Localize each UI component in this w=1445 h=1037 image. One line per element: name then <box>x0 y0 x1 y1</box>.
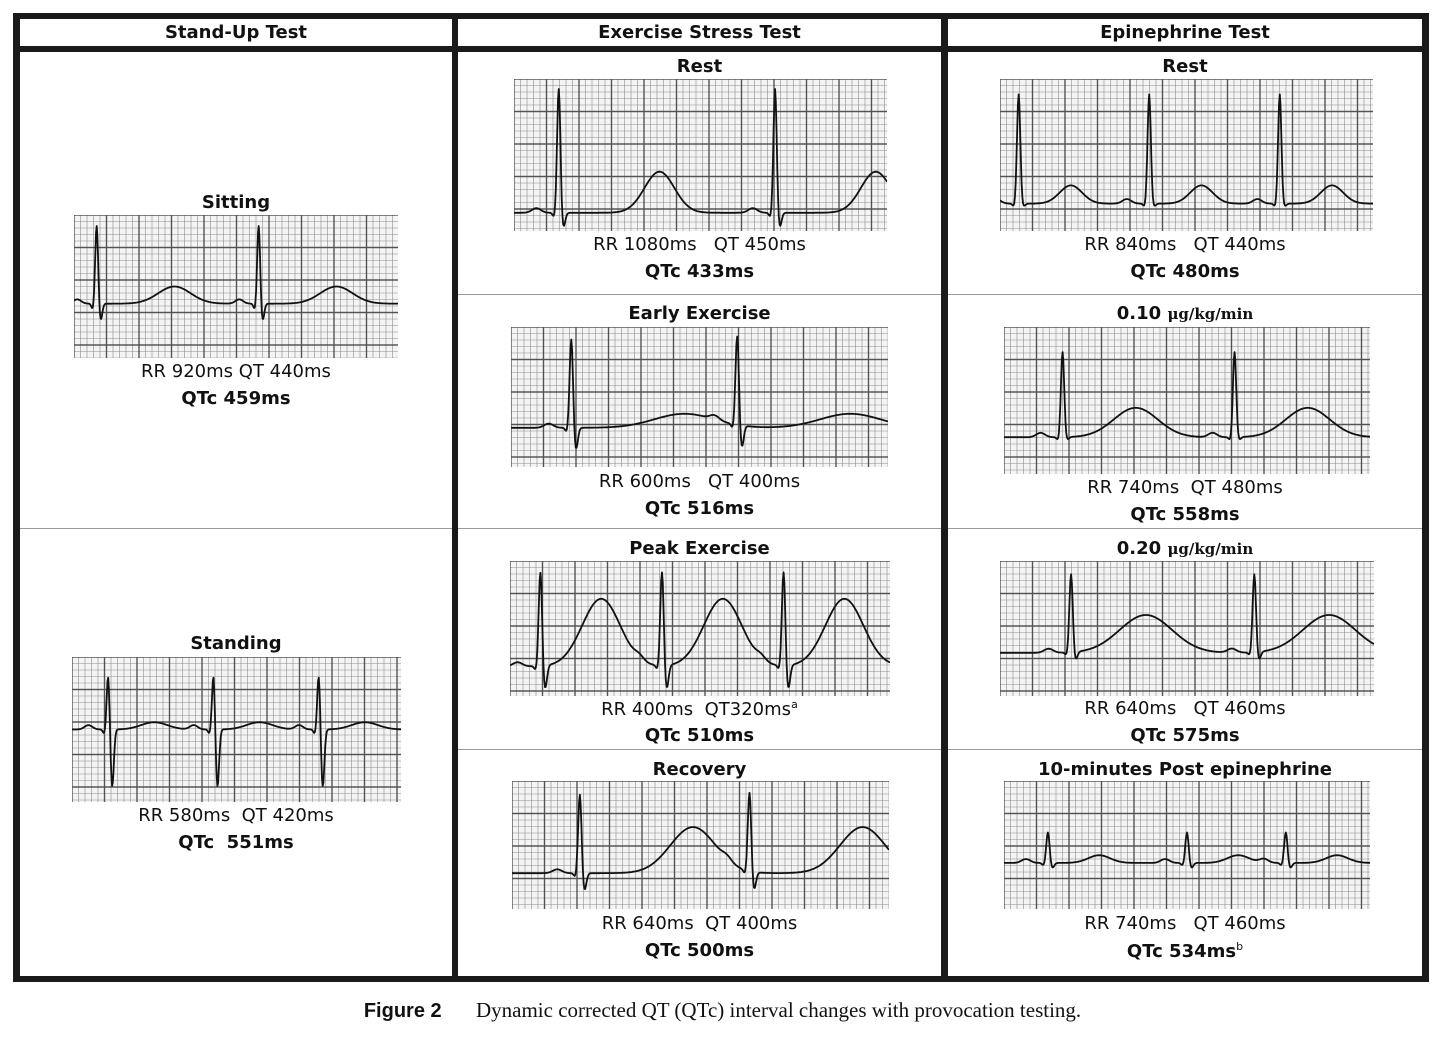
measurement-epinephrine-rest: RR 840ms QT 440ms <box>1084 234 1286 255</box>
measurement-dose-010: RR 740ms QT 480ms <box>1087 477 1283 498</box>
qtc-value-peak-exercise: QTc 510ms <box>644 725 755 746</box>
measurement-dose-020: RR 640ms QT 460ms <box>1084 698 1286 719</box>
measurement-post-epinephrine: RR 740ms QT 460ms <box>1084 913 1286 934</box>
ecg-strip-sitting <box>74 215 398 358</box>
figure-frame: Stand-Up Test Exercise Stress Test Epine… <box>13 13 1429 982</box>
qtc-value-standing: QTc 551ms <box>178 832 294 853</box>
ecg-trace <box>511 335 888 449</box>
ecg-trace <box>510 571 890 688</box>
dose-value: 0.20 <box>1116 538 1162 559</box>
panel-title-standing: Standing <box>190 633 282 654</box>
measurement-text: RR 400ms QT320ms <box>601 699 792 720</box>
ecg-strip-peak-exercise <box>510 561 890 696</box>
ecg-strip-standing <box>72 657 401 802</box>
dose-unit: μg/kg/min <box>1167 305 1254 323</box>
ecg-strip-dose-020 <box>1000 561 1374 696</box>
figure-label: Figure 2 <box>363 1000 442 1022</box>
column-header-label: Exercise Stress Test <box>598 22 801 43</box>
measurement-standing: RR 580ms QT 420ms <box>138 805 334 826</box>
epinephrine-column: Rest RR 840ms QT 440ms QTc 480ms 0.10 μg… <box>948 52 1422 976</box>
panel-title-post-epinephrine: 10-minutes Post epinephrine <box>1037 759 1333 780</box>
ecg-trace <box>1004 831 1370 869</box>
row-divider <box>458 294 941 295</box>
row-divider <box>458 749 941 750</box>
standup-column: Sitting RR 920ms QT 440ms QTc 459ms Stan… <box>20 52 452 976</box>
footnote-marker-a: a <box>791 698 798 711</box>
qtc-value-epinephrine-rest: QTc 480ms <box>1130 261 1240 282</box>
measurement-peak-exercise: RR 400ms QT320msa <box>458 698 941 720</box>
qtc-value-exercise-rest: QTc 433ms <box>644 261 755 282</box>
measurement-exercise-rest: RR 1080ms QT 450ms <box>593 234 806 255</box>
ecg-strip-recovery <box>512 781 889 909</box>
panel-title-dose-020: 0.20 μg/kg/min <box>948 538 1422 559</box>
column-header-standup: Stand-Up Test <box>20 19 452 46</box>
dose-unit: μg/kg/min <box>1167 540 1254 558</box>
exercise-column: Rest RR 1080ms QT 450ms QTc 433ms Early … <box>458 52 941 976</box>
qtc-value-post-epinephrine: QTc 534msb <box>948 940 1422 962</box>
measurement-recovery: RR 640ms QT 400ms <box>601 913 798 934</box>
column-header-exercise: Exercise Stress Test <box>458 19 941 46</box>
dose-value: 0.10 <box>1116 303 1162 324</box>
caption-text: Dynamic corrected QT (QTc) interval chan… <box>475 998 1082 1022</box>
row-divider <box>948 294 1422 295</box>
ecg-trace <box>74 225 398 320</box>
column-header-label: Stand-Up Test <box>164 22 308 43</box>
ecg-trace <box>514 88 887 227</box>
ecg-strip-exercise-rest <box>514 79 887 231</box>
panel-title-epinephrine-rest: Rest <box>1162 56 1208 77</box>
ecg-trace <box>1004 351 1370 440</box>
ecg-trace <box>512 791 889 890</box>
qtc-value-sitting: QTc 459ms <box>181 388 291 409</box>
panel-title-recovery: Recovery <box>652 759 747 780</box>
qtc-value-dose-020: QTc 575ms <box>1130 725 1240 746</box>
qtc-value-recovery: QTc 500ms <box>644 940 755 961</box>
ecg-trace <box>1000 573 1374 660</box>
measurement-early-exercise: RR 600ms QT 400ms <box>598 471 801 492</box>
ecg-strip-epinephrine-rest <box>1000 79 1373 231</box>
ecg-strip-dose-010 <box>1004 327 1370 474</box>
figure-caption: Figure 2 Dynamic corrected QT (QTc) inte… <box>0 998 1445 1023</box>
ecg-trace <box>1000 93 1373 207</box>
qtc-text: QTc 534ms <box>1126 941 1237 962</box>
panel-title-peak-exercise: Peak Exercise <box>629 538 770 559</box>
row-divider <box>458 528 941 529</box>
qtc-value-dose-010: QTc 558ms <box>1130 504 1240 525</box>
ecg-strip-early-exercise <box>511 327 888 467</box>
ecg-trace <box>72 676 401 787</box>
column-header-label: Epinephrine Test <box>1100 22 1270 43</box>
panel-title-sitting: Sitting <box>201 192 271 213</box>
panel-title-exercise-rest: Rest <box>676 56 723 77</box>
panel-title-dose-010: 0.10 μg/kg/min <box>948 303 1422 324</box>
row-divider <box>948 749 1422 750</box>
row-divider <box>20 528 452 529</box>
ecg-strip-post-epinephrine <box>1004 781 1370 909</box>
column-header-epinephrine: Epinephrine Test <box>948 19 1422 46</box>
row-divider <box>948 528 1422 529</box>
panel-title-early-exercise: Early Exercise <box>628 303 771 324</box>
qtc-value-early-exercise: QTc 516ms <box>644 498 755 519</box>
footnote-marker-b: b <box>1236 940 1244 953</box>
measurement-sitting: RR 920ms QT 440ms <box>141 361 331 382</box>
